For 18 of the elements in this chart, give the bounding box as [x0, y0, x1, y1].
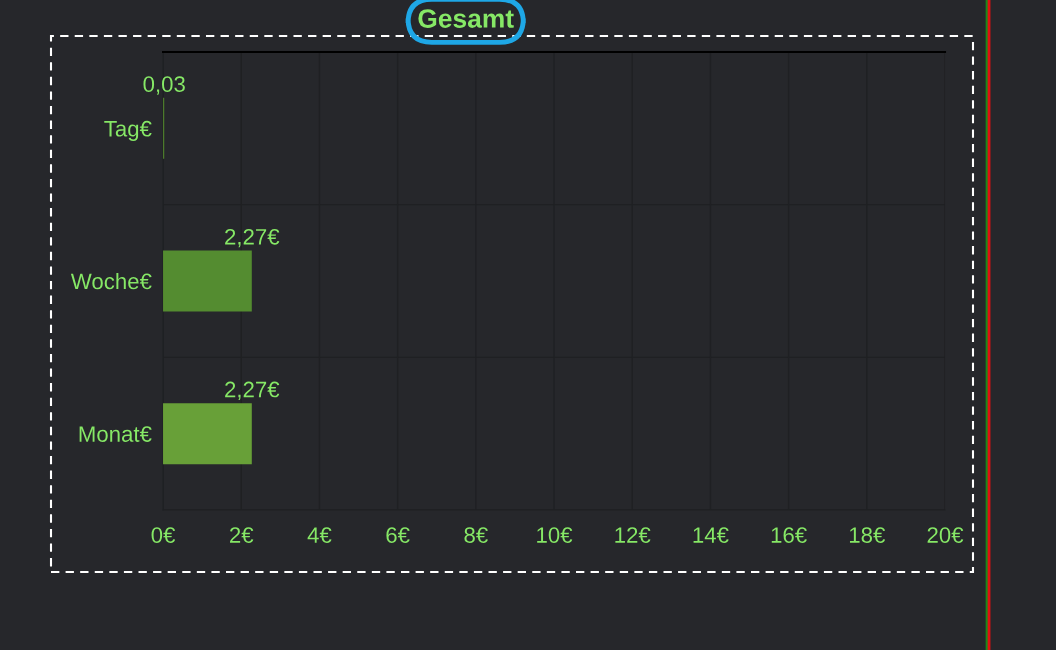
- chart-title: Gesamt: [418, 9, 514, 28]
- y-tick-label: Monat€: [79, 426, 152, 442]
- x-tick-label: 0€: [151, 527, 176, 543]
- x-tick-label: 20€: [927, 527, 964, 543]
- y-tick-label: Woche€: [70, 272, 152, 290]
- x-tick-label: 14€: [693, 527, 729, 543]
- x-tick-label: 12€: [615, 527, 651, 543]
- x-tick-label: 4€: [307, 527, 332, 543]
- x-tick-label: 18€: [849, 527, 886, 543]
- x-tick-label: 8€: [464, 527, 488, 543]
- data-label: 2,27€: [225, 381, 280, 400]
- x-tick-label: 16€: [771, 527, 807, 543]
- x-tick-label: 2€: [230, 527, 254, 543]
- x-tick-label: 6€: [386, 527, 410, 543]
- data-label: 0,03: [143, 76, 185, 95]
- y-tick-label: Tag€: [104, 120, 152, 141]
- x-tick-label: 10€: [537, 527, 573, 543]
- data-label: 2,27€: [225, 228, 280, 248]
